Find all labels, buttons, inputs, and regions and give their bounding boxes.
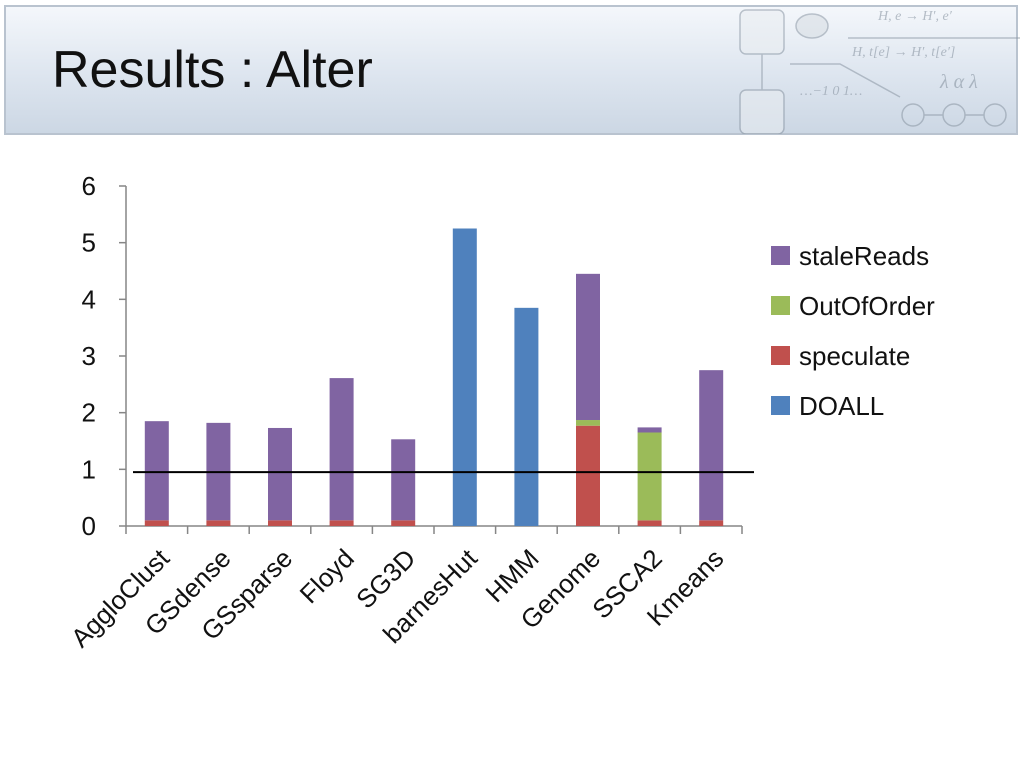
legend-swatch-speculate bbox=[771, 346, 790, 365]
slide-title: Results : Alter bbox=[52, 41, 373, 99]
number-line: …−1 0 1… bbox=[800, 84, 862, 99]
bar-segment-speculate bbox=[329, 520, 354, 526]
y-tick-label: 0 bbox=[82, 511, 96, 541]
y-tick-label: 5 bbox=[82, 228, 96, 258]
bar-segment-staleReads bbox=[391, 439, 416, 521]
bar-segment-speculate bbox=[576, 425, 600, 526]
legend-swatch-staleReads bbox=[771, 246, 790, 265]
bar-segment-speculate bbox=[206, 520, 231, 526]
legend-label: OutOfOrder bbox=[799, 291, 935, 321]
bar-segment-speculate bbox=[144, 520, 169, 526]
bar-segment-speculate bbox=[637, 520, 662, 526]
fly-icon bbox=[795, 13, 829, 39]
y-tick-label: 6 bbox=[82, 171, 96, 201]
formula-bottom: H, t[e] → H′, t[e′] bbox=[851, 45, 955, 60]
formula-top: H, e → H′, e′ bbox=[877, 9, 953, 24]
legend-label: staleReads bbox=[799, 241, 929, 271]
bar-segment-DOALL bbox=[452, 228, 477, 526]
y-tick-label: 4 bbox=[82, 284, 96, 314]
legend-label: DOALL bbox=[799, 391, 884, 421]
lambda-symbols: λ α λ bbox=[939, 71, 978, 93]
bar-segment-speculate bbox=[268, 520, 292, 526]
bar-segment-staleReads bbox=[329, 378, 354, 521]
x-tick-label: Floyd bbox=[294, 543, 360, 609]
y-tick-label: 3 bbox=[82, 341, 96, 371]
legend-swatch-DOALL bbox=[771, 396, 790, 415]
bar-segment-staleReads bbox=[637, 427, 662, 433]
bar-segment-staleReads bbox=[144, 421, 169, 521]
bar-segment-staleReads bbox=[576, 273, 600, 421]
legend-label: speculate bbox=[799, 341, 910, 371]
bar-segment-DOALL bbox=[514, 307, 539, 526]
decorative-banner-art: H, e → H′, e′ H, t[e] → H′, t[e′] …−1 0 … bbox=[739, 9, 1020, 134]
bar-segment-staleReads bbox=[268, 427, 292, 521]
bar-segment-speculate bbox=[699, 520, 724, 526]
y-tick-label: 2 bbox=[82, 398, 96, 428]
y-tick-label: 1 bbox=[82, 454, 96, 484]
bar-segment-OutOfOrder bbox=[576, 420, 600, 426]
bar-segment-staleReads bbox=[699, 370, 724, 521]
legend-swatch-OutOfOrder bbox=[771, 296, 790, 315]
bar-segment-OutOfOrder bbox=[637, 432, 662, 521]
title-banner bbox=[4, 5, 1018, 135]
bar-segment-speculate bbox=[391, 520, 416, 526]
